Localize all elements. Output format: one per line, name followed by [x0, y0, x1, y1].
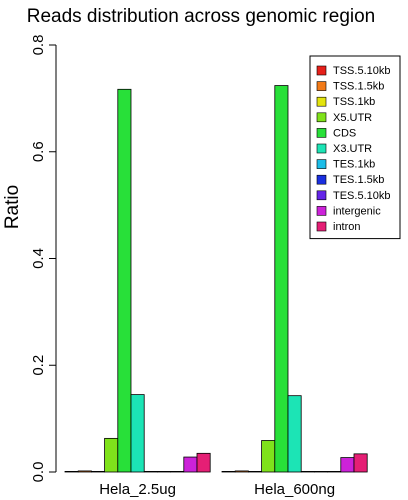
legend-swatch — [317, 175, 326, 184]
legend-swatch — [317, 144, 326, 153]
bar-intergenic — [341, 458, 354, 472]
legend-label: TSS.1.5kb — [333, 81, 384, 93]
legend-label: CDS — [333, 127, 356, 139]
bar-x3-utr — [288, 396, 301, 472]
bar-group-hela-2-5ug — [65, 89, 210, 472]
legend-label: X5.UTR — [333, 112, 372, 124]
bar-tes-5-10kb — [328, 471, 341, 472]
legend-label: TES.5.10kb — [333, 190, 390, 202]
legend-swatch — [317, 82, 326, 91]
bar-tss-1-5kb — [78, 471, 91, 472]
bar-x5-utr — [105, 438, 118, 472]
y-axis: 0.0 0.2 0.4 0.6 0.8 — [30, 35, 56, 483]
bar-intron — [197, 453, 210, 472]
bar-x5-utr — [262, 441, 275, 472]
bar-tss-5-10kb — [222, 471, 235, 472]
legend-swatch — [317, 191, 326, 200]
legend-label: TSS.1kb — [333, 96, 375, 108]
legend-swatch — [317, 128, 326, 137]
x-category-label: Hela_2.5ug — [99, 481, 176, 498]
y-axis-label: Ratio — [2, 185, 23, 229]
legend-swatch — [317, 97, 326, 106]
legend-label: intron — [333, 221, 361, 233]
legend-label: TES.1kb — [333, 159, 375, 171]
bar-tss-1kb — [248, 471, 261, 472]
legend-label: X3.UTR — [333, 143, 372, 155]
legend-swatch — [317, 113, 326, 122]
bar-intergenic — [184, 457, 197, 472]
legend-swatch — [317, 222, 326, 231]
bar-tes-5-10kb — [171, 471, 184, 472]
x-category-label: Hela_600ng — [254, 481, 335, 498]
y-tick-label: 0.6 — [30, 141, 47, 162]
chart-title: Reads distribution across genomic region — [27, 6, 376, 27]
bar-tss-5-10kb — [65, 471, 78, 472]
bar-tes-1kb — [144, 471, 157, 472]
y-tick-label: 0.0 — [30, 462, 47, 483]
bar-intron — [354, 454, 367, 472]
bar-tes-1-5kb — [314, 471, 327, 472]
bar-x3-utr — [131, 395, 144, 472]
legend: TSS.5.10kb TSS.1.5kb TSS.1kb X5.UTR CDS X3.UT… — [310, 56, 400, 239]
legend-swatch — [317, 66, 326, 75]
legend-label: intergenic — [333, 205, 381, 217]
y-tick-label: 0.8 — [30, 35, 47, 56]
legend-swatch — [317, 206, 326, 215]
bar-tss-1kb — [91, 471, 104, 472]
bar-cds — [275, 86, 288, 472]
bar-cds — [118, 89, 131, 472]
y-tick-label: 0.4 — [30, 248, 47, 269]
bar-tes-1-5kb — [157, 471, 170, 472]
x-axis: Hela_2.5ug Hela_600ng — [99, 481, 335, 498]
legend-swatch — [317, 160, 326, 169]
legend-label: TES.1.5kb — [333, 174, 384, 186]
y-tick-label: 0.2 — [30, 355, 47, 376]
bar-tss-1-5kb — [235, 471, 248, 472]
legend-label: TSS.5.10kb — [333, 65, 390, 77]
bar-tes-1kb — [301, 471, 314, 472]
